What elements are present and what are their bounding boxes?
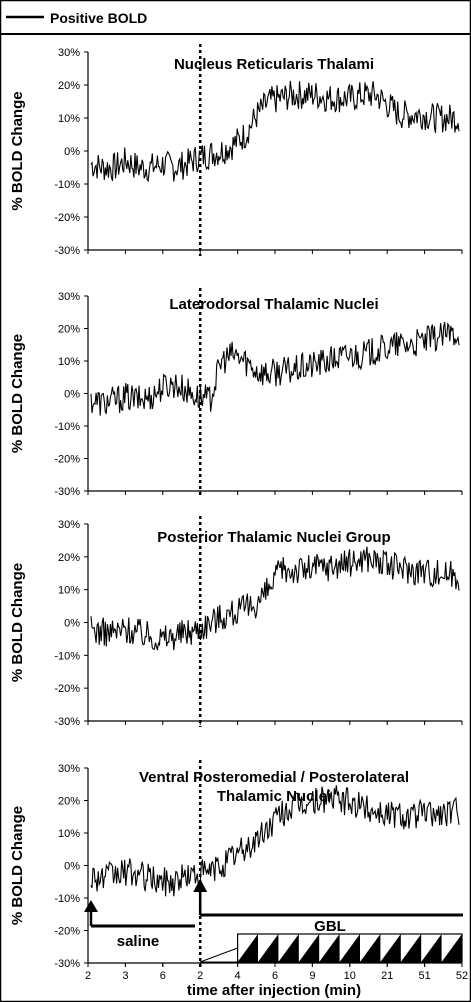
y-tick-label: 0% [64, 389, 80, 401]
gbl-ramp [200, 947, 239, 963]
gbl-dose-step [380, 934, 401, 962]
saline-label: saline [117, 933, 160, 950]
gbl-dose-step [278, 934, 299, 962]
y-tick-label: 10% [58, 356, 80, 368]
gbl-arrow-head [193, 879, 208, 892]
y-tick-label: 20% [58, 796, 80, 808]
y-tick-label: -20% [54, 926, 80, 938]
series-line [90, 80, 460, 183]
saline-arrow-head [84, 900, 98, 912]
y-tick-label: -30% [54, 486, 80, 498]
y-tick-label: -20% [54, 212, 80, 224]
gbl-dose-step [421, 934, 442, 962]
chart-panel-1: Nucleus Reticularis Thalami 30% 20% 10% 0% -1… [9, 44, 463, 257]
y-tick-label: -30% [54, 716, 80, 728]
y-tick-label: 0% [64, 618, 80, 630]
x-tick-label: 51 [418, 970, 430, 982]
x-tick-label: 4 [235, 970, 241, 982]
gbl-label: GBL [314, 918, 346, 935]
y-tick-label: 30% [58, 763, 80, 775]
x-tick-label: 21 [381, 970, 393, 982]
x-tick-label: 52 [456, 970, 468, 982]
y-axis-label: % BOLD Change [9, 563, 26, 682]
x-tick-label: 6 [272, 970, 278, 982]
panel-title-line: Thalamic Nuclei [217, 788, 331, 805]
y-axis-label: % BOLD Change [9, 334, 26, 453]
x-tick-label: 10 [344, 970, 356, 982]
y-tick-label: -10% [54, 650, 80, 662]
series-line [90, 321, 460, 416]
y-tick-label: -30% [54, 958, 80, 970]
y-tick-label: 10% [58, 585, 80, 597]
gbl-dose-step [339, 934, 360, 962]
chart-panel-2: Laterodorsal Thalamic Nuclei 30% 20% 10% 0% -… [9, 288, 463, 498]
y-tick-label: -20% [54, 683, 80, 695]
chart-panel-3: Posterior Thalamic Nuclei Group 30% 20% 10%… [9, 516, 463, 728]
y-axis-label: % BOLD Change [9, 91, 26, 210]
legend-label: Positive BOLD [50, 10, 147, 26]
y-tick-label: -10% [54, 421, 80, 433]
y-tick-label: 10% [58, 113, 80, 125]
gbl-dose-step [441, 934, 462, 962]
treatment-annotation: saline GBL [84, 879, 463, 963]
panel-title: Nucleus Reticularis Thalami [174, 56, 374, 73]
y-tick-label: 20% [58, 80, 80, 92]
panel-title: Laterodorsal Thalamic Nuclei [169, 296, 378, 313]
gbl-dose-step [258, 934, 279, 962]
x-tick-label: 3 [122, 970, 128, 982]
gbl-dose-step [237, 934, 258, 962]
y-tick-label: 20% [58, 324, 80, 336]
y-tick-label: -20% [54, 454, 80, 466]
x-axis: 2 3 6 2 4 6 9 10 21 51 52 [85, 963, 468, 982]
chart-panel-4: Ventral Posteromedial / Posterolateral Th… [9, 760, 463, 970]
y-tick-label: 30% [58, 291, 80, 303]
y-tick-label: 30% [58, 519, 80, 531]
series-line [90, 785, 460, 897]
y-tick-label: -10% [54, 179, 80, 191]
panel-title: Ventral Posteromedial / Posterolateral Th… [139, 769, 409, 805]
y-tick-label: 30% [58, 47, 80, 59]
x-axis-title: time after injection (min) [187, 982, 361, 999]
x-tick-label: 2 [197, 970, 203, 982]
x-tick-label: 6 [160, 970, 166, 982]
y-tick-label: 10% [58, 828, 80, 840]
x-tick-label: 2 [85, 970, 91, 982]
y-tick-label: -30% [54, 245, 80, 257]
panel-title: Posterior Thalamic Nuclei Group [157, 529, 390, 546]
gbl-dose-step [360, 934, 381, 962]
gbl-dose-step [319, 934, 340, 962]
series-line [90, 546, 460, 651]
panel-title-line: Ventral Posteromedial / Posterolateral [139, 769, 409, 786]
y-tick-label: 0% [64, 146, 80, 158]
x-tick-label: 9 [309, 970, 315, 982]
gbl-dose-step [298, 934, 320, 962]
y-tick-label: 20% [58, 552, 80, 564]
y-tick-label: 0% [64, 861, 80, 873]
gbl-dose-step [400, 934, 422, 962]
y-tick-label: -10% [54, 893, 80, 905]
y-axis-label: % BOLD Change [9, 806, 26, 925]
